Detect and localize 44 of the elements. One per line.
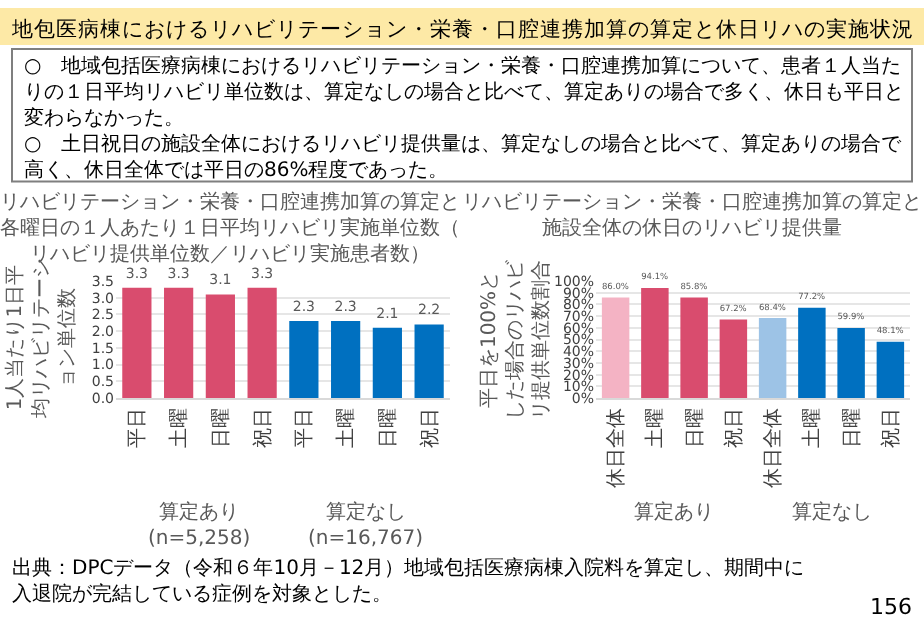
text: 算定なし <box>792 500 872 524</box>
source-note: 出典：DPCデータ（令和６年10月－12月）地域包括医療病棟入院料を算定し、期間中に入退院が完結している症例を対象とした。 <box>12 556 805 606</box>
bar <box>331 321 361 398</box>
bar <box>372 327 402 398</box>
x-tick-label: 休日全体 <box>604 408 629 488</box>
x-tick-label: 土曜 <box>643 408 668 448</box>
text: ○ 地域包括医療病棟におけるリハビリテーション・栄養・口腔連携加算について、患者１人当たりの１日平均リハビリ単位数は、算定なしの場合と比べて、算定ありの場合で多く、休日も平日と変わらなかった。 <box>24 54 904 130</box>
x-tick-label: 土曜 <box>800 408 825 448</box>
text: 算定あり(n=5,258) <box>148 500 251 550</box>
x-tick-label: 平日 <box>127 408 150 448</box>
text: 算定あり <box>634 500 714 524</box>
bar <box>719 319 748 398</box>
bar <box>680 297 708 398</box>
chart-title: リハビリテーション・栄養・口腔連携加算の算定と各曜日の１人あたり１日平均リハビリ実施単位数（リハビリ提供単位数／リハビリ実施患者数） <box>0 190 460 266</box>
bar <box>414 324 444 398</box>
text: ○ 土日祝日の施設全体におけるリハビリ提供量は、算定なしの場合と比べて、算定ありの場合で高く、休日全体では平日の86%程度であった。 <box>24 132 904 182</box>
x-tick-label: 土曜 <box>334 408 359 448</box>
bar <box>758 317 787 398</box>
x-tick-label: 土曜 <box>167 408 192 448</box>
bar <box>247 287 277 398</box>
y-axis-title: 平日を100%とした場合のリハビリ提供単位数割合 <box>478 257 553 420</box>
x-tick-label: 祝日 <box>878 408 903 448</box>
x-tick-label: 祝日 <box>417 408 442 448</box>
x-tick-label: 日曜 <box>375 408 400 448</box>
x-tick-label: 日曜 <box>682 408 707 448</box>
text: 算定なし(n=16,767) <box>308 500 424 550</box>
bar <box>205 294 235 398</box>
x-tick-label: 祝日 <box>721 408 746 448</box>
x-tick-label: 平日 <box>294 408 317 448</box>
bar <box>837 327 865 398</box>
bar <box>641 287 669 398</box>
text: 地包医病棟におけるリハビリテーション・栄養・口腔連携加算の算定と休日リハの実施状況 <box>10 16 914 42</box>
text: 156 <box>870 594 912 620</box>
chart-title: リハビリテーション・栄養・口腔連携加算の算定と施設全体の休日のリハビリ提供量 <box>462 190 922 240</box>
x-tick-label: 休日全体 <box>761 408 786 488</box>
bar <box>601 297 630 398</box>
x-tick-label: 日曜 <box>839 408 864 448</box>
x-tick-label: 日曜 <box>208 408 233 448</box>
bar <box>164 287 194 398</box>
x-tick-label: 祝日 <box>250 408 275 448</box>
bar <box>122 287 152 398</box>
bar <box>798 307 826 398</box>
bar <box>289 321 319 398</box>
bar <box>876 341 905 398</box>
